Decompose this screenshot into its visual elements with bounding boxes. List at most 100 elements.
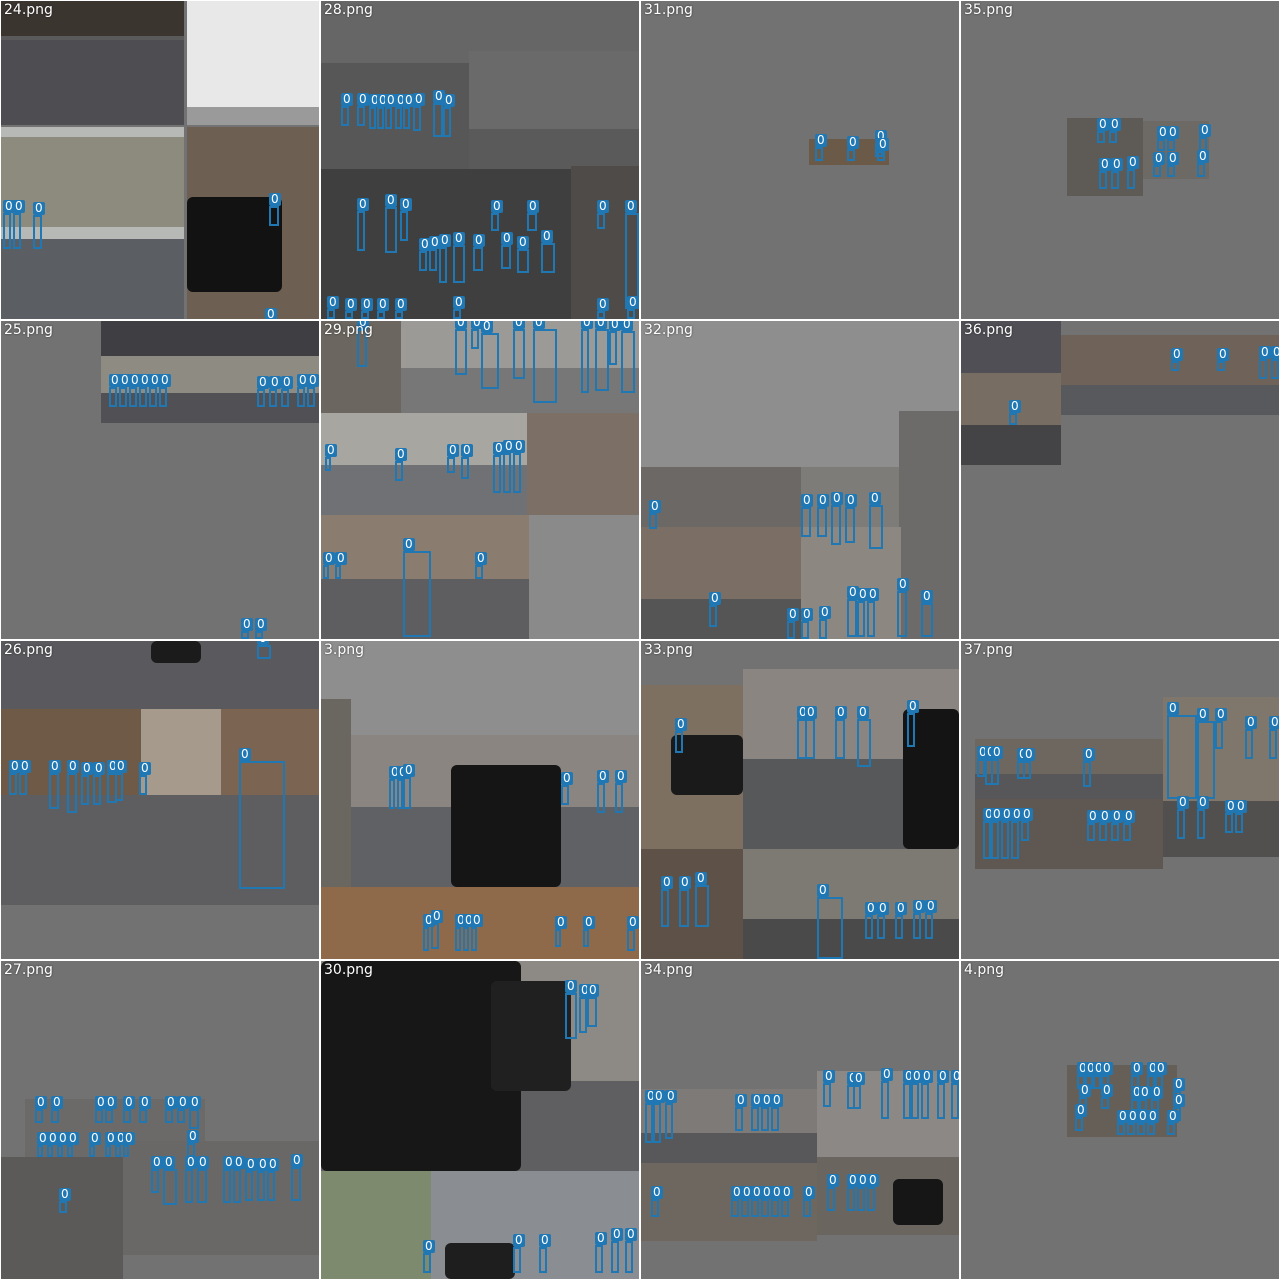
detection-box: 0 <box>781 1186 793 1217</box>
tile-label: 36.png <box>964 322 1013 338</box>
detection-box: 0 <box>59 1188 71 1213</box>
detection-box: 0 <box>533 321 557 403</box>
detection-box: 0 <box>389 766 401 809</box>
detection-box: 0 <box>1197 708 1215 799</box>
detection-box: 0 <box>255 618 267 639</box>
detection-box: 0 <box>627 916 639 951</box>
detection-box: 0 <box>983 808 995 859</box>
detection-box: 0 <box>867 588 879 637</box>
detection-box: 0 <box>513 1234 525 1273</box>
photo-crop <box>1 1157 123 1279</box>
tile-label: 30.png <box>324 962 373 978</box>
detection-box: 0 <box>1147 1110 1159 1135</box>
detection-box: 0 <box>761 1186 773 1217</box>
detection-box: 0 <box>1087 810 1099 841</box>
photo-crop <box>961 373 1061 465</box>
detection-box: 0 <box>1177 796 1189 839</box>
detection-box: 0 <box>1127 1110 1139 1135</box>
detection-box: 0 <box>461 444 473 479</box>
detection-box: 0 <box>903 1070 915 1119</box>
detection-box: 0 <box>491 200 503 231</box>
tile-label: 29.png <box>324 322 373 338</box>
detection-box: 0 <box>895 902 907 939</box>
photo-crop <box>1 127 184 319</box>
photo-crop <box>321 515 529 639</box>
detection-box: 0 <box>581 321 593 393</box>
detection-box: 0 <box>335 552 347 579</box>
detection-box: 0 <box>611 1228 623 1273</box>
detection-box: 0 <box>123 1096 135 1123</box>
photo-crop <box>529 515 639 639</box>
detection-box: 0 <box>327 296 339 319</box>
detection-box: 0 <box>455 321 467 375</box>
tile-label: 37.png <box>964 642 1013 658</box>
detection-box: 0 <box>1259 346 1271 379</box>
tile-label: 34.png <box>644 962 693 978</box>
detection-box: 0 <box>645 1090 657 1143</box>
photo-crop <box>321 699 351 887</box>
detection-box: 0 <box>1011 808 1023 859</box>
detection-box: 0 <box>579 984 591 1033</box>
detection-box: 0 <box>583 916 595 947</box>
detection-box: 0 <box>397 766 409 809</box>
detection-box: 0 <box>877 138 889 161</box>
detection-box: 0 <box>325 444 337 471</box>
detection-box: 0 <box>913 900 925 939</box>
tile-label: 32.png <box>644 322 693 338</box>
detection-box: 0 <box>89 1132 101 1157</box>
detection-box: 0 <box>1167 152 1179 177</box>
tile-24: 0 0 0 0 0 24.png <box>1 1 319 319</box>
detection-box: 0 <box>429 236 441 271</box>
detection-box: 0 <box>403 538 431 637</box>
detection-box: 0 <box>139 374 151 407</box>
detection-box: 0 <box>413 93 425 131</box>
detection-box: 0 <box>609 321 621 365</box>
detection-box: 0 <box>847 586 859 637</box>
photo-crop <box>641 527 801 639</box>
detection-box: 0 <box>119 374 131 407</box>
detection-box: 0 <box>307 374 319 407</box>
detection-box: 0 <box>291 1154 303 1201</box>
detection-box: 0 <box>675 718 687 753</box>
detection-box: 0 <box>233 1156 245 1203</box>
detection-box: 0 <box>595 1232 607 1273</box>
detection-box: 0 <box>541 230 555 273</box>
detection-box: 0 <box>1111 158 1123 189</box>
detection-box: 0 <box>1083 748 1095 787</box>
detection-box: 0 <box>539 1234 551 1273</box>
detection-box: 0 <box>665 1090 677 1139</box>
detection-box: 0 <box>369 94 381 129</box>
tile-36: 0 0 0 0 0 36.png <box>961 321 1279 639</box>
photo-crop <box>1 641 319 709</box>
detection-box: 0 <box>129 374 141 407</box>
detection-box: 0 <box>587 984 599 1027</box>
detection-box: 0 <box>9 760 21 795</box>
detection-box: 0 <box>735 1094 747 1131</box>
photo-crop <box>321 413 527 515</box>
detection-box: 0 <box>165 1096 177 1123</box>
detection-box: 0 <box>1217 348 1229 371</box>
detection-box: 0 <box>159 374 171 407</box>
detection-box: 0 <box>257 376 269 407</box>
detection-box: 0 <box>139 1096 151 1123</box>
detection-box: 0 <box>51 1096 63 1123</box>
photo-crop <box>817 1157 959 1235</box>
detection-box: 0 <box>869 492 883 549</box>
detection-box: 0 <box>897 578 909 637</box>
photo-crop <box>187 127 319 319</box>
photo-crop <box>743 669 959 849</box>
detection-box: 0 <box>653 1090 665 1143</box>
detection-box: 0 <box>679 876 691 927</box>
tile-label: 35.png <box>964 2 1013 18</box>
detection-box: 0 <box>835 706 847 759</box>
detection-box: 0 <box>357 93 369 126</box>
photo-crop <box>401 321 639 413</box>
detection-box: 0 <box>245 1158 257 1201</box>
detection-box: 0 <box>857 588 869 637</box>
detection-box: 0 <box>439 234 451 283</box>
detection-box: 0 <box>1271 346 1279 379</box>
detection-box: 0 <box>109 374 121 407</box>
detection-box: 0 <box>527 200 539 231</box>
detection-box: 0 <box>867 1174 879 1211</box>
